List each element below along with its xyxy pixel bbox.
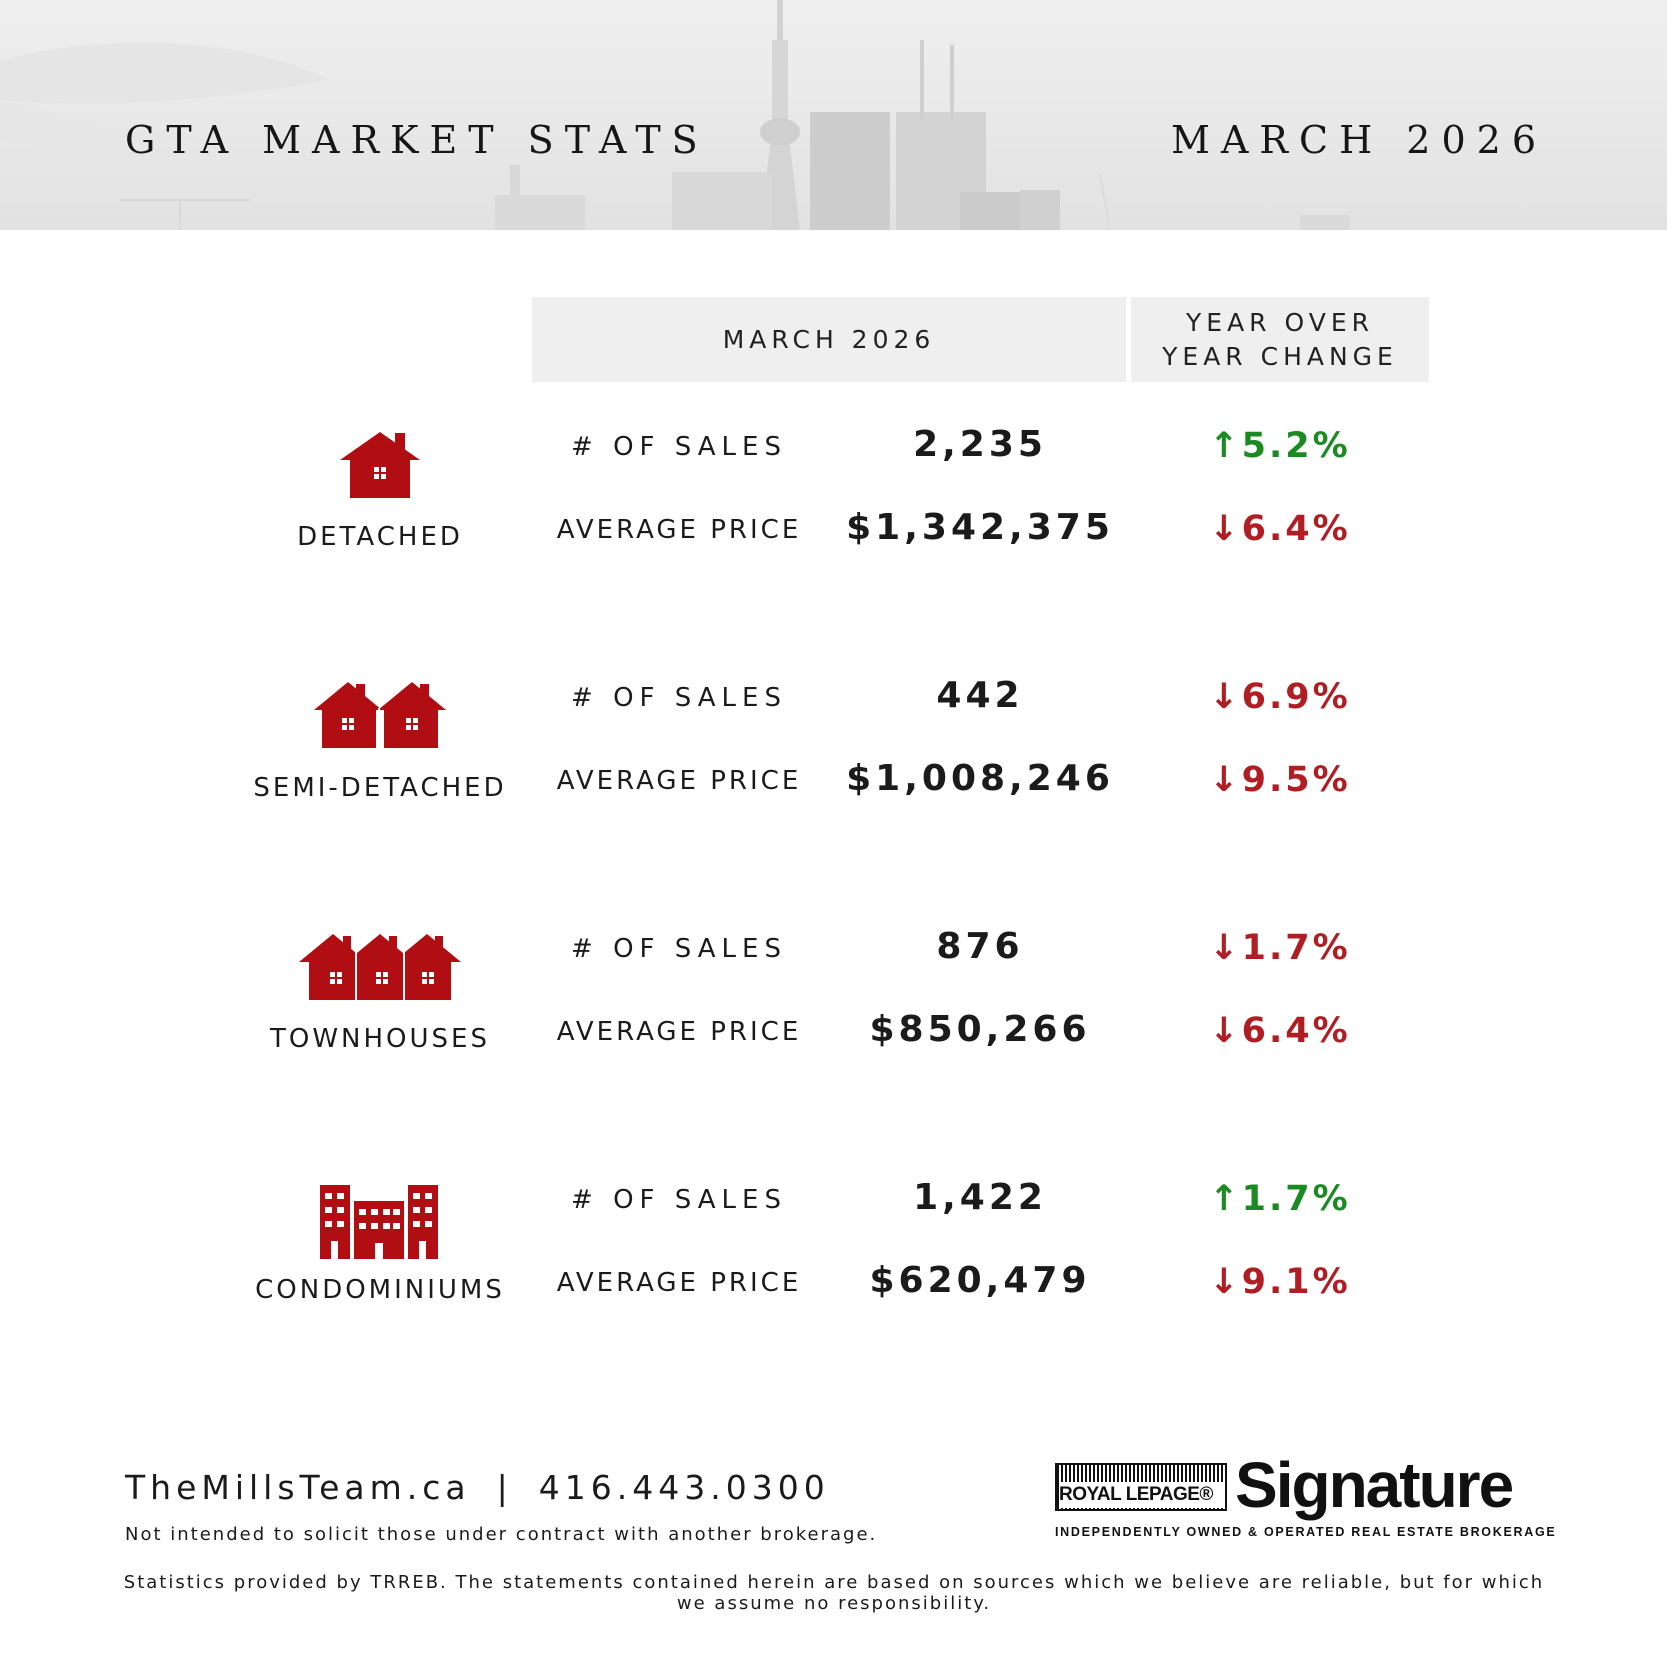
sales-value: 442 (936, 675, 1024, 716)
arrow-up-icon: ↑ (1209, 1179, 1242, 1219)
sales-value: 2,235 (913, 424, 1047, 465)
arrow-down-icon: ↓ (1209, 677, 1242, 717)
solicitation-note: Not intended to solicit those under cont… (125, 1524, 878, 1545)
signature-wordmark: Signature (1235, 1449, 1514, 1521)
page-title: GTA MARKET STATS (125, 118, 709, 162)
sales-change: ↑5.2% (1209, 426, 1351, 466)
price-value: $1,008,246 (846, 758, 1114, 799)
column-header-month: MARCH 2026 (532, 297, 1126, 382)
toronto-skyline-image (0, 0, 1667, 230)
price-change: ↓9.1% (1209, 1262, 1351, 1302)
sales-change: ↓6.9% (1209, 677, 1351, 717)
property-type-semi-detached: SEMI-DETACHED (253, 773, 507, 803)
price-change: ↓9.5% (1209, 760, 1351, 800)
house-icon (340, 432, 420, 498)
arrow-down-icon: ↓ (1209, 928, 1242, 968)
property-type-condominiums: CONDOMINIUMS (255, 1275, 505, 1305)
column-header-yoy-line2: YEAR CHANGE (1162, 341, 1398, 371)
royal-lepage-signature-logo: ROYAL LEPAGE® Signature INDEPENDENTLY OW… (1055, 1449, 1557, 1543)
sales-value: 1,422 (913, 1177, 1047, 1218)
arrow-down-icon: ↓ (1209, 509, 1242, 549)
property-type-detached: DETACHED (297, 522, 463, 552)
arrow-up-icon: ↑ (1209, 426, 1242, 466)
property-type-townhouses: TOWNHOUSES (270, 1024, 490, 1054)
price-change: ↓6.4% (1209, 509, 1351, 549)
sales-change: ↑1.7% (1209, 1179, 1351, 1219)
website-link[interactable]: TheMillsTeam.ca (125, 1468, 471, 1507)
column-header-yoy: YEAR OVER YEAR CHANGE (1131, 297, 1429, 382)
royal-lepage-logo-box: ROYAL LEPAGE® (1055, 1463, 1227, 1511)
report-period: MARCH 2026 (1171, 118, 1547, 162)
brokerage-tagline: INDEPENDENTLY OWNED & OPERATED REAL ESTA… (1055, 1525, 1557, 1539)
sales-label: # OF SALES (571, 934, 787, 964)
arrow-down-icon: ↓ (1209, 1262, 1242, 1302)
column-header-yoy-line1: YEAR OVER (1186, 307, 1374, 337)
sales-label: # OF SALES (571, 1185, 787, 1215)
column-header-month-label: MARCH 2026 (722, 324, 936, 354)
arrow-down-icon: ↓ (1209, 760, 1242, 800)
sales-change: ↓1.7% (1209, 928, 1351, 968)
header-banner: GTA MARKET STATS MARCH 2026 (0, 0, 1667, 230)
price-value: $850,266 (869, 1009, 1091, 1050)
contact-separator: | (496, 1468, 513, 1507)
royal-lepage-logo-text: ROYAL LEPAGE® (1059, 1482, 1223, 1508)
townhouses-icon (299, 934, 461, 1000)
semi-detached-houses-icon (314, 682, 446, 748)
price-label: AVERAGE PRICE (556, 515, 802, 545)
sales-value: 876 (936, 926, 1024, 967)
condo-buildings-icon (320, 1185, 438, 1259)
price-value: $620,479 (869, 1260, 1091, 1301)
contact-line: TheMillsTeam.ca | 416.443.0300 (125, 1468, 830, 1507)
price-value: $1,342,375 (846, 507, 1114, 548)
arrow-down-icon: ↓ (1209, 1011, 1242, 1051)
phone-number[interactable]: 416.443.0300 (538, 1468, 830, 1507)
sales-label: # OF SALES (571, 683, 787, 713)
sales-label: # OF SALES (571, 432, 787, 462)
price-label: AVERAGE PRICE (556, 1017, 802, 1047)
price-change: ↓6.4% (1209, 1011, 1351, 1051)
price-label: AVERAGE PRICE (556, 766, 802, 796)
price-label: AVERAGE PRICE (556, 1268, 802, 1298)
disclaimer: Statistics provided by TRREB. The statem… (123, 1572, 1545, 1614)
